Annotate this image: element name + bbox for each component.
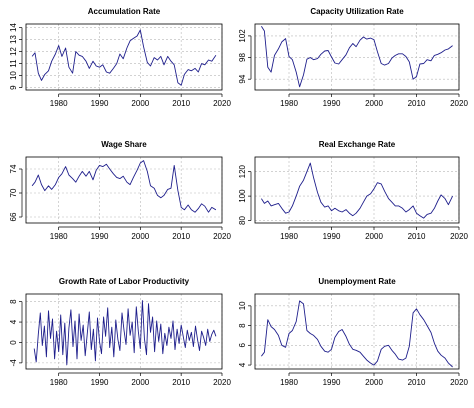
x-tick-label: 1990 <box>323 232 341 241</box>
x-tick-label: 1980 <box>50 99 68 108</box>
chart-title: Growth Rate of Labor Productivity <box>59 277 190 286</box>
y-tick-label: -4 <box>9 359 18 367</box>
x-tick-label: 1990 <box>323 378 341 387</box>
x-tick-label: 2020 <box>450 99 468 108</box>
x-tick-label: 2020 <box>213 378 231 387</box>
chart-panel-2: Capacity Utilization Rate 1980 1990 2000 201… <box>238 7 468 108</box>
x-tick-label: 1990 <box>323 99 341 108</box>
y-tick-label: 98 <box>238 53 247 62</box>
plot-frame <box>25 23 223 91</box>
y-tick-label: 11 <box>9 59 18 68</box>
x-tick-label: 2020 <box>213 99 231 108</box>
x-tick-label: 2000 <box>131 232 149 241</box>
x-tick-label: 2000 <box>131 99 149 108</box>
x-tick-label: 2000 <box>131 378 149 387</box>
plot-frame <box>254 23 460 91</box>
x-tick-label: 2010 <box>172 378 190 387</box>
x-tick-label: 1980 <box>280 378 298 387</box>
x-tick-label: 2000 <box>365 378 383 387</box>
y-tick-label: 8 <box>9 299 18 304</box>
y-tick-label: 120 <box>238 164 247 178</box>
x-tick-label: 1990 <box>91 99 109 108</box>
series-line-1 <box>261 25 453 88</box>
x-tick-label: 2010 <box>408 232 426 241</box>
x-tick-label: 2010 <box>172 232 190 241</box>
y-tick-label: 80 <box>238 216 247 225</box>
y-tick-label: 66 <box>9 212 18 221</box>
x-tick-label: 2010 <box>408 99 426 108</box>
y-tick-label: 13 <box>9 35 18 44</box>
x-tick-label: 1980 <box>50 378 68 387</box>
x-tick-label: 1980 <box>280 99 298 108</box>
y-tick-label: 0 <box>9 340 18 345</box>
y-tick-label: 12 <box>9 47 18 56</box>
chart-title: Unemployment Rate <box>318 277 396 286</box>
y-tick-label: 9 <box>9 85 18 90</box>
series-line-1 <box>31 160 217 213</box>
series-line-1 <box>261 162 454 219</box>
y-tick-label: 74 <box>9 164 18 173</box>
chart-panel-6: Unemployment Rate 1980 1990 2000 2010 2020 4 6 8… <box>238 277 468 387</box>
chart-panel-5: Growth Rate of Labor Productivity 1980 199… <box>9 277 231 387</box>
chart-title: Accumulation Rate <box>88 7 161 16</box>
y-tick-label: 10 <box>9 71 18 80</box>
plot-frame <box>254 156 460 224</box>
chart-panel-1: Accumulation Rate 1980 1990 2000 2010 2020 9 10… <box>9 7 231 108</box>
y-tick-label: 6 <box>238 343 247 348</box>
x-tick-label: 1980 <box>280 232 298 241</box>
x-tick-label: 1980 <box>50 232 68 241</box>
plot-frame <box>25 156 223 224</box>
plot-frame <box>25 293 223 370</box>
x-tick-label: 2010 <box>172 99 190 108</box>
y-tick-label: 4 <box>238 362 247 367</box>
y-tick-label: 94 <box>238 74 247 83</box>
chart-panel-4: Real Exchange Rate 1980 1990 2000 2010 2020 80… <box>238 140 468 241</box>
series-line-1 <box>261 300 453 368</box>
x-tick-label: 2010 <box>408 378 426 387</box>
y-tick-label: 4 <box>9 319 18 324</box>
y-tick-label: 8 <box>238 323 247 328</box>
series-line-1 <box>31 29 217 86</box>
plot-frame <box>254 293 460 370</box>
series-line-1 <box>33 300 217 366</box>
chart-panel-3: Wage Share 1980 1990 2000 2010 2020 66 70 74 <box>9 140 231 241</box>
y-tick-label: 100 <box>238 189 247 203</box>
x-tick-label: 2000 <box>365 99 383 108</box>
chart-title: Capacity Utilization Rate <box>310 7 404 16</box>
x-tick-label: 2020 <box>213 232 231 241</box>
x-tick-label: 2020 <box>450 378 468 387</box>
y-tick-label: 102 <box>238 29 247 43</box>
x-tick-label: 2000 <box>365 232 383 241</box>
x-tick-label: 1990 <box>91 378 109 387</box>
x-tick-label: 1990 <box>91 232 109 241</box>
y-tick-label: 10 <box>238 301 247 310</box>
y-tick-label: 14 <box>9 23 18 32</box>
chart-title: Real Exchange Rate <box>319 140 396 149</box>
y-tick-label: 70 <box>9 188 18 197</box>
chart-title: Wage Share <box>101 140 147 149</box>
x-tick-label: 2020 <box>450 232 468 241</box>
